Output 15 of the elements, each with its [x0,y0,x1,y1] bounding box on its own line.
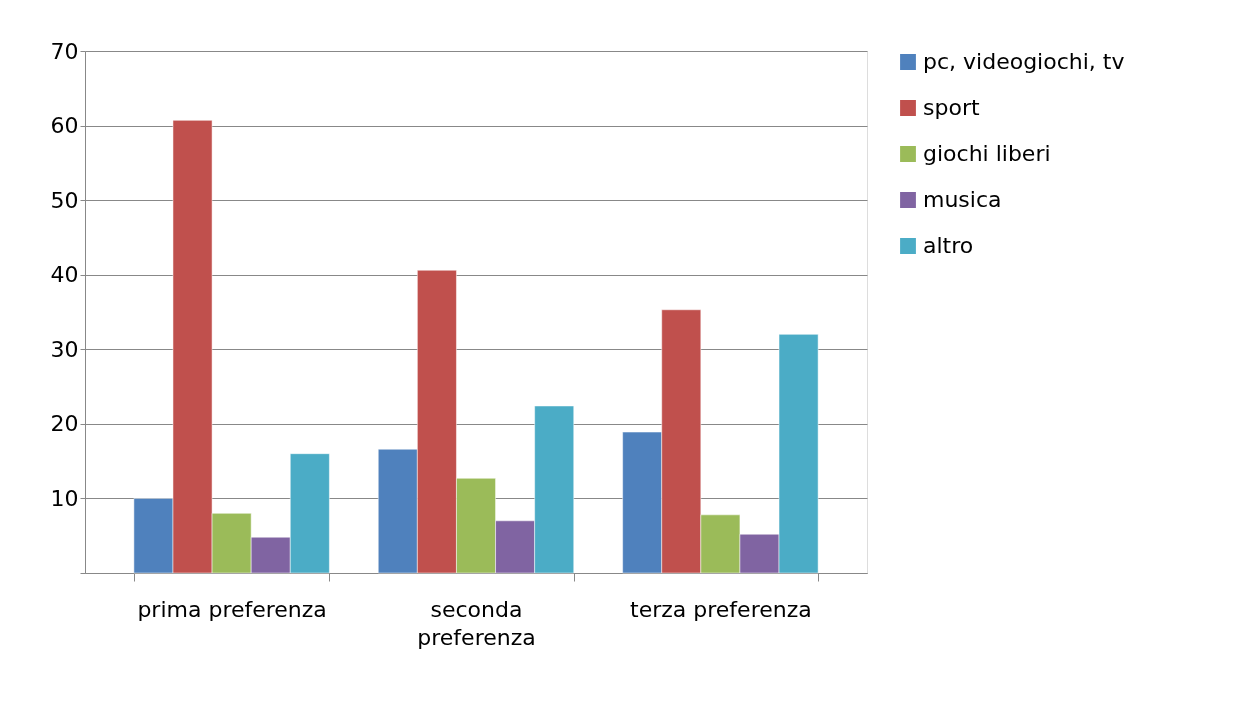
legend-label: sport [923,95,980,120]
y-tick-label: 60 [50,113,79,139]
x-tick-label: terza preferenza [630,596,812,622]
x-tick-label: seconda preferenza [417,596,536,650]
x-tick-label: prima preferenza [137,596,327,622]
y-tick-label: 50 [50,187,79,213]
y-tick-label: 10 [50,485,79,511]
legend-label: giochi liberi [923,141,1051,166]
legend-label: musica [923,187,1002,212]
y-tick-label: 70 [50,38,79,64]
y-tick-label: 20 [50,411,79,437]
y-tick-label: 40 [50,262,79,288]
legend-label: altro [923,233,974,258]
y-tick-label: 30 [50,336,79,362]
legend-label: pc, videogiochi, tv [923,49,1125,74]
